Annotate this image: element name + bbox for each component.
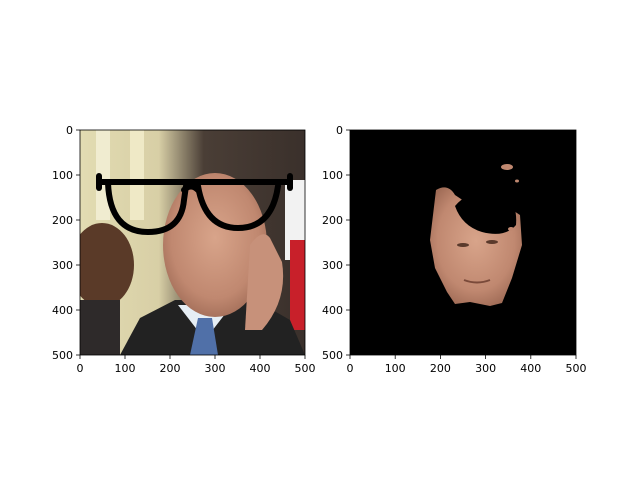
left-y-tick-label: 300 <box>52 259 73 272</box>
right-x-tick-label: 0 <box>347 362 354 375</box>
left-x-tick-label: 100 <box>115 362 136 375</box>
left-y-tick-label: 400 <box>52 304 73 317</box>
right-y-tick-label: 0 <box>336 124 343 137</box>
right-mask <box>350 130 576 355</box>
right-y-tick-label: 100 <box>322 169 343 182</box>
left-photo <box>70 130 305 355</box>
right-x-tick-label: 100 <box>385 362 406 375</box>
left-y-tick-label: 0 <box>66 124 73 137</box>
left-x-tick-label: 300 <box>205 362 226 375</box>
left-y-tick-label: 500 <box>52 349 73 362</box>
left-y-tick-label: 100 <box>52 169 73 182</box>
right-x-tick-label: 200 <box>430 362 451 375</box>
left-x-tick-label: 500 <box>295 362 316 375</box>
left-image-panel: 0 100 200 300 400 500 0 100 200 300 400 500 <box>52 124 316 375</box>
right-y-tick-label: 200 <box>322 214 343 227</box>
right-y-tick-label: 300 <box>322 259 343 272</box>
left-x-tick-label: 200 <box>160 362 181 375</box>
right-y-tick-label: 400 <box>322 304 343 317</box>
right-image-panel: 0 100 200 300 400 500 0 100 200 300 400 500 <box>322 124 587 375</box>
right-y-tick-label: 500 <box>322 349 343 362</box>
left-y-tick-label: 200 <box>52 214 73 227</box>
right-x-tick-label: 400 <box>520 362 541 375</box>
right-x-tick-label: 300 <box>475 362 496 375</box>
left-x-tick-label: 400 <box>250 362 271 375</box>
right-x-tick-label: 500 <box>566 362 587 375</box>
left-x-tick-label: 0 <box>77 362 84 375</box>
